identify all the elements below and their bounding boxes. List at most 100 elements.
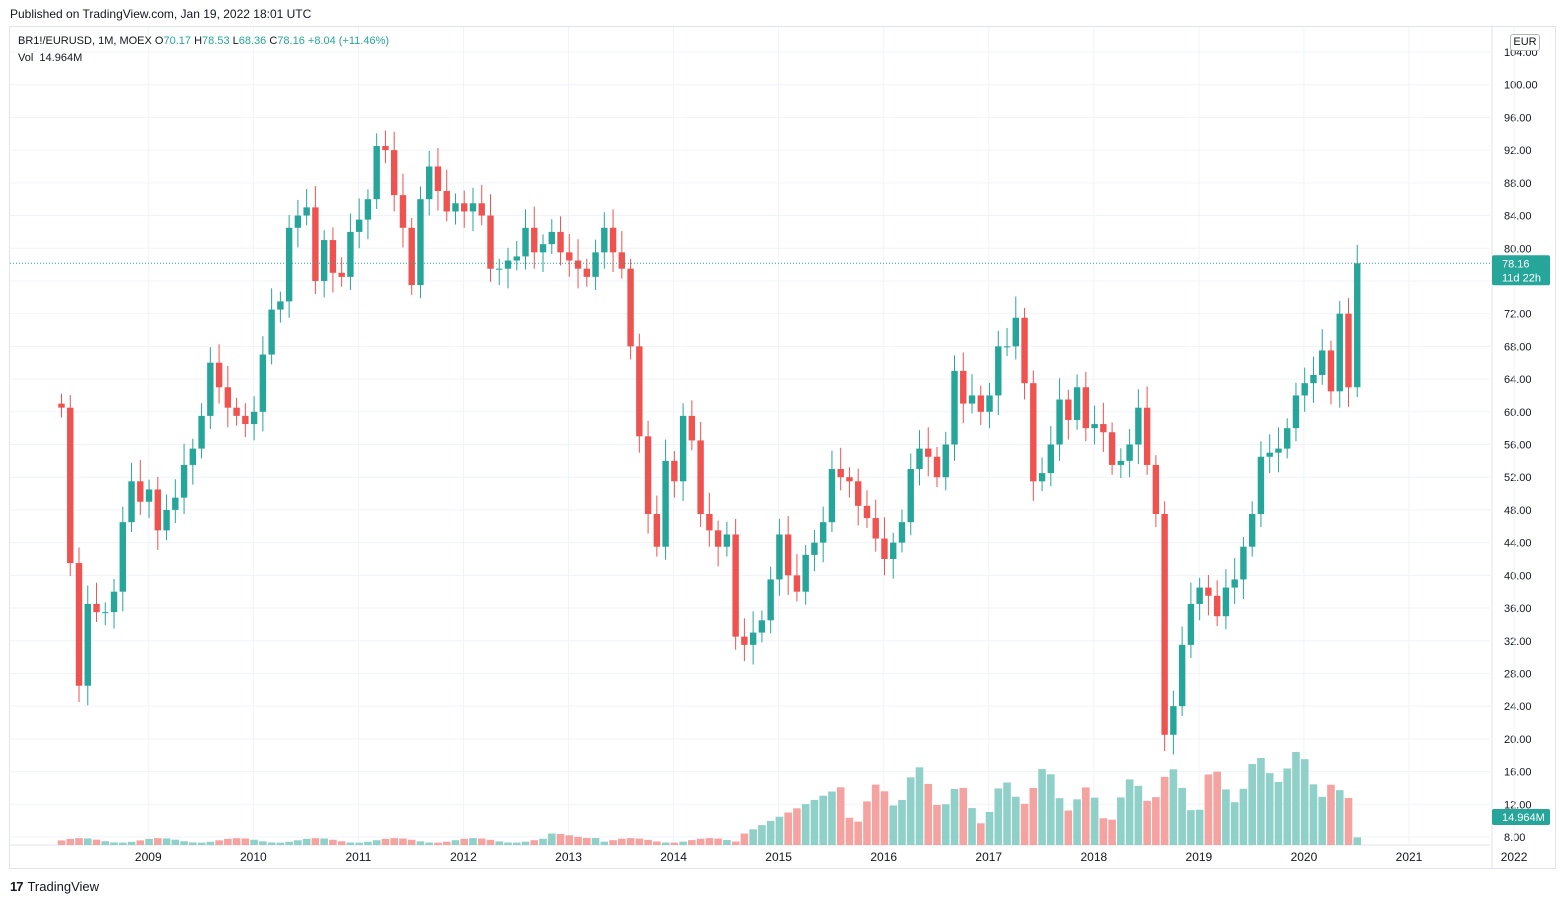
volume-bar	[1152, 797, 1160, 845]
volume-bar	[171, 839, 180, 845]
volume-bar	[1283, 768, 1291, 845]
candle-body	[320, 240, 328, 281]
y-tick-label: 92.00	[1504, 145, 1532, 157]
candle-body	[452, 203, 459, 212]
candle-body	[1152, 464, 1160, 515]
candle-body	[881, 538, 888, 559]
volume-bar	[801, 804, 810, 845]
candle-body	[697, 440, 704, 515]
volume-bar	[1257, 757, 1265, 845]
volume-bar	[836, 787, 845, 845]
volume-bar	[101, 841, 110, 845]
candle-body	[1205, 587, 1212, 596]
volume-bar	[863, 801, 871, 845]
volume-bar	[197, 842, 206, 845]
volume-bar	[854, 821, 863, 845]
volume-bar	[547, 833, 556, 845]
volume-badge	[1492, 809, 1550, 825]
candle-body	[382, 146, 389, 151]
candle-body	[942, 444, 949, 478]
candle-body	[653, 514, 661, 547]
volume-bar	[355, 842, 363, 845]
candle-body	[522, 227, 529, 257]
volume-bar	[1187, 810, 1195, 845]
footer-brand[interactable]: 17 TradingView	[10, 879, 99, 894]
volume-bar	[206, 841, 215, 845]
candle-body	[119, 522, 126, 592]
volume-bar	[390, 838, 398, 845]
candle-body	[784, 534, 792, 576]
volume-bar	[889, 805, 898, 845]
candle-body	[250, 411, 258, 425]
x-tick-label: 2016	[870, 850, 897, 864]
candle-body	[1196, 587, 1203, 604]
candle-body	[75, 563, 83, 686]
volume-bar	[224, 838, 232, 845]
candle-body	[154, 489, 162, 531]
y-tick-label: 72.00	[1504, 309, 1532, 321]
volume-bar	[1073, 799, 1081, 845]
volume-bar	[915, 767, 924, 845]
volume-bar	[1011, 796, 1020, 845]
candle-body	[601, 227, 608, 253]
volume-bar	[600, 841, 609, 845]
volume-bar	[591, 838, 600, 845]
candle-body	[1170, 706, 1177, 735]
volume-bar	[819, 795, 827, 845]
volume-bar	[688, 840, 696, 845]
candle-body	[1319, 350, 1326, 375]
volume-bar	[679, 841, 687, 845]
volume-bar	[1344, 798, 1353, 845]
volume-bar	[232, 838, 241, 845]
volume-bar	[1064, 810, 1073, 845]
volume-bar	[495, 841, 504, 845]
high-label: H	[194, 35, 203, 47]
symbol-label[interactable]: BR1!/EURUSD, 1M, MOEX	[18, 35, 152, 47]
volume-bar	[521, 841, 530, 845]
candle-body	[548, 231, 555, 245]
candle-body	[627, 268, 634, 347]
candle-body	[1301, 383, 1308, 396]
candle-body	[478, 203, 485, 216]
y-tick-label: 44.00	[1504, 538, 1532, 550]
volume-bar	[66, 838, 75, 845]
candle-body	[242, 415, 249, 425]
volume-bar	[241, 838, 250, 845]
volume-bar	[959, 787, 968, 845]
candle-body	[1178, 644, 1186, 707]
candle-body	[1266, 452, 1273, 457]
candle-body	[723, 534, 731, 547]
candle-body	[67, 407, 74, 564]
x-tick-label: 2017	[975, 850, 1002, 864]
candle-body	[1108, 432, 1116, 465]
candle-body	[1345, 313, 1352, 388]
candle-body	[960, 370, 967, 404]
volume-bar	[1047, 774, 1055, 845]
last-price-badge	[1492, 255, 1550, 286]
chart-frame	[9, 26, 1556, 869]
volume-bar	[127, 841, 136, 845]
volume-bar	[407, 839, 416, 845]
candle-body	[732, 534, 739, 637]
volume-bar	[1195, 809, 1204, 845]
volume-bar	[259, 841, 267, 845]
volume-bar	[1300, 759, 1309, 845]
candle-body	[338, 272, 345, 277]
candle-body	[513, 256, 520, 261]
volume-bar	[1292, 751, 1300, 845]
volume-bar	[267, 842, 276, 845]
y-tick-label: 32.00	[1504, 636, 1532, 648]
x-tick-label: 2014	[660, 850, 687, 864]
y-tick-label: 100.00	[1504, 80, 1538, 92]
candle-body	[443, 191, 450, 212]
volume-bar	[950, 789, 959, 845]
volume-bar	[434, 842, 442, 845]
x-tick-label: 2015	[765, 850, 792, 864]
low-label: L	[232, 35, 239, 47]
x-tick-label: 2012	[450, 850, 477, 864]
volume-bar	[539, 838, 547, 845]
candle-body	[679, 415, 687, 482]
candle-body	[277, 301, 284, 310]
currency-button[interactable]: EUR	[1510, 34, 1540, 51]
